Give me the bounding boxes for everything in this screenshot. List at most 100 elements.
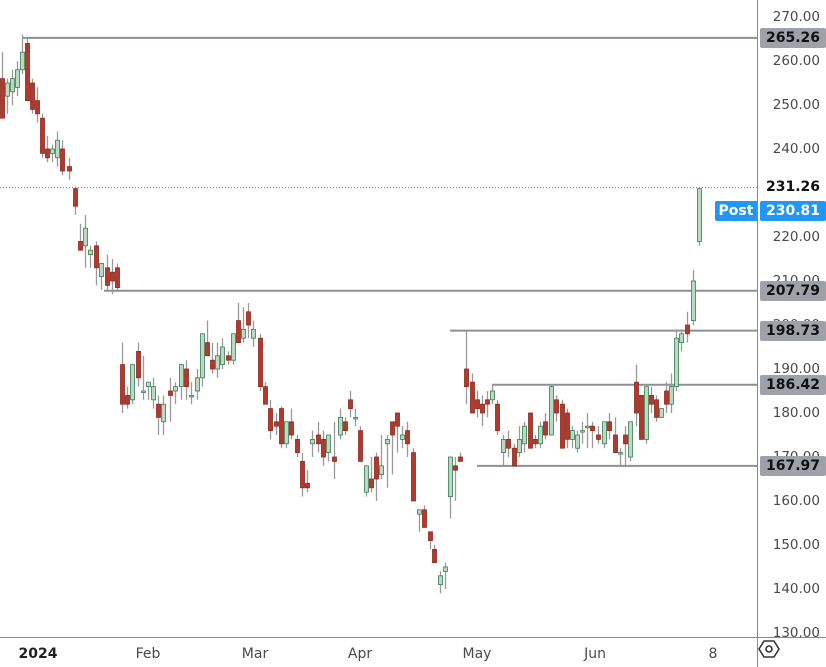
candle <box>538 421 543 449</box>
candle <box>67 157 72 180</box>
candle <box>305 470 310 493</box>
candle <box>179 364 184 400</box>
candle <box>560 399 565 449</box>
candle <box>443 562 448 589</box>
price-tick-label: 180.00 <box>772 405 820 421</box>
candle <box>35 87 40 123</box>
candle <box>316 421 321 453</box>
time-tick-label: 8 <box>708 646 718 662</box>
candle <box>338 408 343 440</box>
candle <box>549 384 554 436</box>
candle <box>697 187 702 246</box>
candle <box>263 382 268 405</box>
candle <box>258 333 263 391</box>
candle <box>649 386 654 413</box>
candle <box>618 448 623 466</box>
candle <box>120 342 125 413</box>
candle <box>533 435 538 449</box>
candle <box>417 509 422 532</box>
level-price-tag: 186.42 <box>760 374 826 395</box>
price-scale[interactable]: 270.00260.00250.00240.00220.00210.00200.… <box>757 0 826 641</box>
candle <box>639 394 644 440</box>
candle <box>369 457 374 493</box>
candle <box>15 61 20 97</box>
candle <box>691 270 696 325</box>
candle <box>628 421 633 462</box>
gear-hexagon-icon <box>758 640 780 658</box>
candle <box>130 364 135 405</box>
candle <box>475 391 480 418</box>
candle <box>390 421 395 475</box>
candle <box>141 355 146 400</box>
candle <box>156 395 161 435</box>
candle <box>279 406 284 449</box>
candle <box>332 421 337 479</box>
price-tick-label: 240.00 <box>772 141 820 157</box>
price-tick-label: 270.00 <box>772 9 820 25</box>
candle <box>0 52 5 119</box>
settings-button[interactable] <box>757 637 826 667</box>
level-price-tag: 167.97 <box>760 455 826 476</box>
candle <box>94 241 99 286</box>
candle <box>284 421 289 449</box>
candle <box>146 381 151 400</box>
candle <box>73 186 78 215</box>
candle <box>634 364 639 427</box>
candle <box>40 113 45 158</box>
candle <box>602 421 607 449</box>
candle <box>274 413 279 435</box>
candle <box>400 426 405 449</box>
candle <box>220 338 225 369</box>
candle <box>570 426 575 449</box>
candle <box>5 78 10 114</box>
candle <box>590 421 595 449</box>
candle <box>321 430 326 466</box>
candle <box>623 426 628 466</box>
candle <box>358 426 363 462</box>
candle <box>506 430 511 457</box>
candle <box>136 342 141 387</box>
candle <box>184 360 189 400</box>
candle <box>644 386 649 444</box>
candle <box>83 215 88 268</box>
candle <box>385 435 390 488</box>
candle <box>200 333 205 387</box>
candle <box>438 571 443 594</box>
candle <box>528 412 533 449</box>
time-tick-label: Mar <box>241 646 269 662</box>
candle <box>458 452 463 462</box>
candle <box>422 505 427 528</box>
candle <box>664 382 669 413</box>
price-tick-label: 260.00 <box>772 53 820 69</box>
post-market-price-tag: 230.81 <box>760 201 826 221</box>
candle <box>125 386 130 409</box>
candlestick-plot <box>0 34 757 594</box>
price-tick-label: 220.00 <box>772 229 820 245</box>
candle <box>512 443 517 467</box>
candle <box>448 456 453 519</box>
candle <box>168 377 173 422</box>
time-scale[interactable]: 2024 Feb Mar Apr May Jun 8 <box>0 637 757 667</box>
candle <box>105 254 110 290</box>
candle <box>517 426 522 457</box>
time-tick-label: Feb <box>135 646 161 662</box>
candle <box>151 377 156 409</box>
last-price-label: 231.26 <box>765 179 820 196</box>
candle <box>251 320 256 347</box>
price-tick-label: 160.00 <box>772 493 820 509</box>
level-price-tag: 265.26 <box>760 27 826 48</box>
candle <box>55 131 60 167</box>
candle <box>607 413 612 440</box>
candle <box>405 421 410 457</box>
candle <box>485 391 490 418</box>
candle <box>659 408 664 418</box>
candle <box>231 333 236 365</box>
candle <box>679 329 684 352</box>
chart-pane[interactable] <box>0 0 757 637</box>
candle <box>580 421 585 444</box>
candle <box>654 395 659 422</box>
candle <box>110 259 115 295</box>
candle <box>379 435 384 479</box>
level-price-tag: 207.79 <box>760 280 826 301</box>
price-tick-label: 150.00 <box>772 537 820 553</box>
